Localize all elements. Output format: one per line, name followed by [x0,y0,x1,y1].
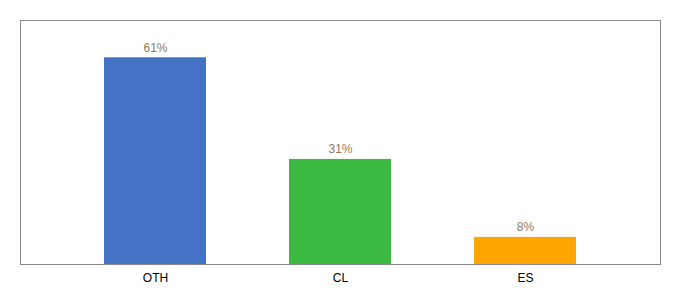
svg-text:CL: CL [333,271,349,285]
svg-text:61%: 61% [143,41,167,55]
svg-text:ES: ES [517,271,533,285]
svg-text:OTH: OTH [143,271,168,285]
svg-text:31%: 31% [328,142,352,156]
svg-text:8%: 8% [517,220,535,234]
